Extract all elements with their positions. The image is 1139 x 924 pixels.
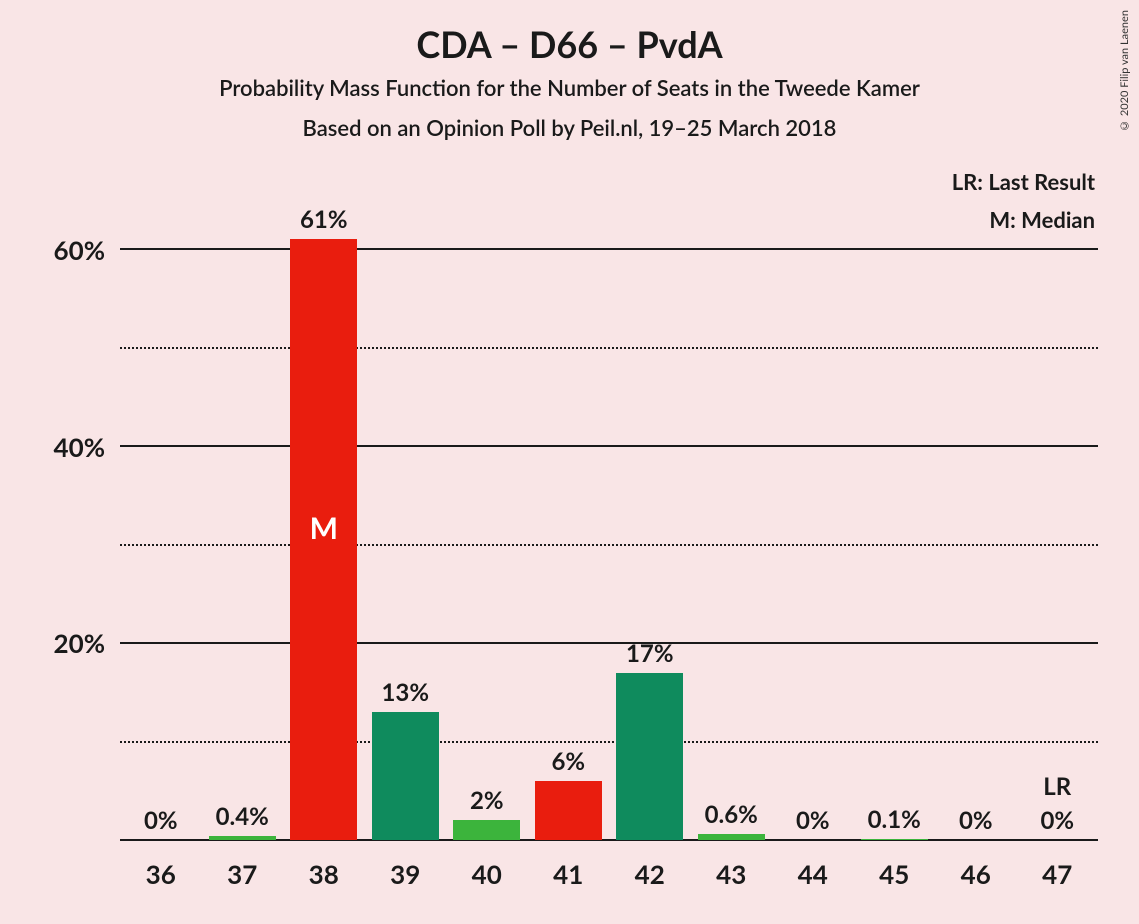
bar [698, 834, 765, 840]
bar-value-label: 0.1% [854, 805, 936, 834]
grid-major [120, 248, 1098, 250]
x-tick-label: 45 [854, 858, 936, 890]
bar [861, 839, 928, 840]
grid-minor [120, 544, 1098, 546]
x-tick-label: 41 [528, 858, 610, 890]
plot-area: 20%40%60%0%360.4%3761%3813%392%406%4117%… [120, 200, 1098, 840]
median-marker: M [290, 510, 357, 546]
bar-value-label: 61% [283, 205, 365, 234]
bar [372, 712, 439, 840]
bar-value-label: 0.4% [202, 802, 284, 831]
chart-title: CDA – D66 – PvdA [0, 22, 1139, 66]
grid-minor [120, 347, 1098, 349]
bar-value-label: 0% [772, 806, 854, 835]
x-tick-label: 38 [283, 858, 365, 890]
x-tick-label: 44 [772, 858, 854, 890]
x-tick-label: 42 [609, 858, 691, 890]
x-tick-label: 39 [365, 858, 447, 890]
bar-value-label: 0.6% [691, 800, 773, 829]
x-tick-label: 37 [202, 858, 284, 890]
bar [535, 781, 602, 840]
y-tick-label: 60% [25, 234, 105, 266]
x-tick-label: 36 [120, 858, 202, 890]
y-tick-label: 20% [25, 627, 105, 659]
copyright-text: © 2020 Filip van Laenen [1118, 10, 1131, 132]
bar [209, 836, 276, 840]
bar-value-label: 0% [1017, 806, 1099, 835]
bar-value-label: 17% [609, 639, 691, 668]
last-result-marker: LR [1017, 772, 1099, 801]
x-tick-label: 43 [691, 858, 773, 890]
bar-value-label: 2% [446, 786, 528, 815]
x-tick-label: 40 [446, 858, 528, 890]
bar-value-label: 0% [935, 806, 1017, 835]
bar-value-label: 13% [365, 678, 447, 707]
chart-subtitle-2: Based on an Opinion Poll by Peil.nl, 19–… [0, 114, 1139, 141]
grid-major [120, 445, 1098, 447]
x-tick-label: 47 [1017, 858, 1099, 890]
bar [453, 820, 520, 840]
grid-minor [120, 741, 1098, 743]
chart-subtitle-1: Probability Mass Function for the Number… [0, 74, 1139, 101]
bar-value-label: 0% [120, 806, 202, 835]
bar-value-label: 6% [528, 747, 610, 776]
x-tick-label: 46 [935, 858, 1017, 890]
chart-container: CDA – D66 – PvdA Probability Mass Functi… [0, 0, 1139, 924]
y-tick-label: 40% [25, 431, 105, 463]
bar [616, 673, 683, 840]
legend-last-result: LR: Last Result [952, 168, 1095, 195]
